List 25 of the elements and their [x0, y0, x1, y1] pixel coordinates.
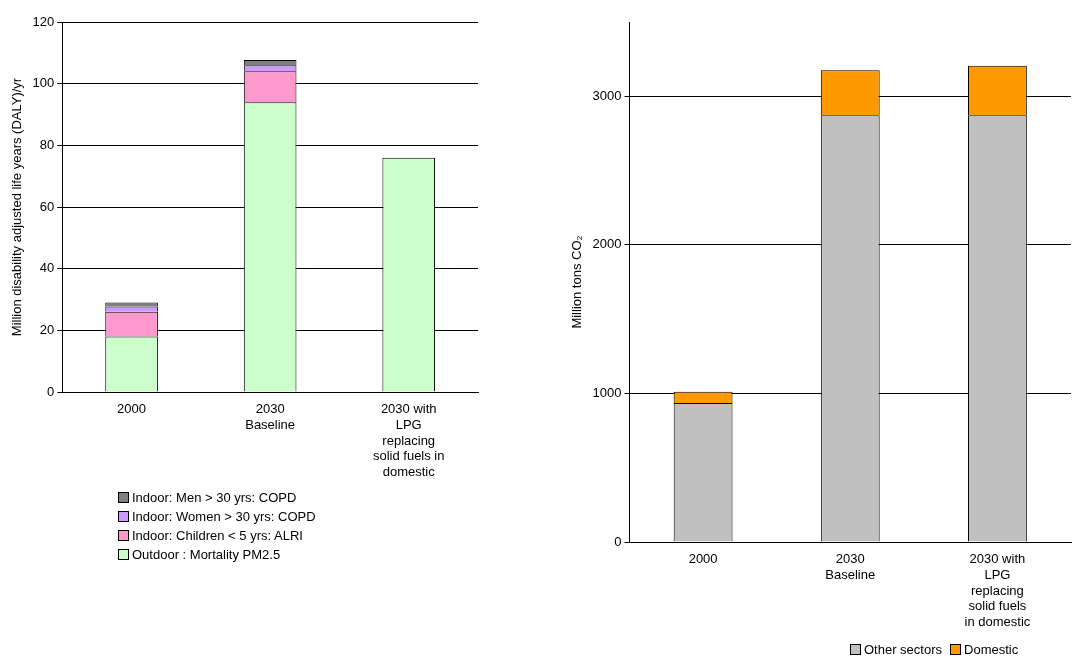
- legend-label: Indoor: Men > 30 yrs: COPD: [132, 490, 297, 505]
- y-tick-label: 3000: [592, 87, 622, 103]
- y-tick-label: 0: [47, 383, 55, 399]
- legend-label: Indoor: Women > 30 yrs: COPD: [132, 509, 316, 524]
- x-tick-label: 2030 with LPG replacing solid fuels in domestic: [964, 551, 1031, 629]
- y-tick-label: 2000: [592, 236, 622, 252]
- legend-label: Other sectors: [864, 642, 943, 657]
- y-tick-label: 80: [39, 136, 55, 152]
- legend-label: Outdoor : Mortality PM2.5: [132, 547, 281, 562]
- y-tick-label: 60: [39, 198, 55, 214]
- y-axis-title: Million disability adjusted life years (DALY)/yr: [9, 77, 25, 337]
- y-tick-label: 20: [39, 321, 55, 337]
- y-tick-label: 1000: [592, 385, 622, 401]
- x-tick-label: 2000: [117, 401, 147, 417]
- x-tick-label: 2030 Baseline: [245, 401, 296, 432]
- y-tick-label: 40: [39, 260, 55, 276]
- x-tick-label: 2000: [688, 551, 718, 567]
- y-tick-label: 100: [32, 75, 55, 91]
- y-axis-title: Million tons CO₂: [569, 235, 585, 329]
- y-tick-label: 0: [614, 533, 622, 549]
- legend-label: Domestic: [964, 642, 1019, 657]
- y-tick-label: 120: [32, 13, 55, 29]
- x-tick-label: 2030 Baseline: [825, 551, 876, 582]
- legend-label: Indoor: Children < 5 yrs: ALRI: [132, 528, 303, 543]
- x-tick-label: 2030 with LPG replacing solid fuels in domestic: [372, 401, 445, 479]
